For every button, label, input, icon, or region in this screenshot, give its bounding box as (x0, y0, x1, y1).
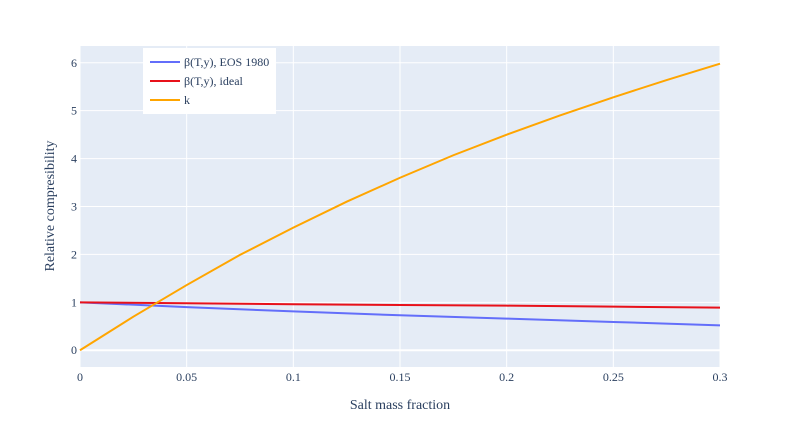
x-axis-ticks: 0 0.05 0.1 0.15 0.2 0.25 0.3 (77, 370, 728, 384)
x-tick-label: 0.3 (713, 370, 728, 384)
series-line-2 (79, 301, 721, 309)
legend-label-1: β(T,y), EOS 1980 (184, 55, 269, 69)
legend-label-2: β(T,y), ideal (184, 74, 244, 88)
y-tick-label: 5 (71, 104, 77, 118)
x-tick-label: 0.25 (603, 370, 624, 384)
legend: β(T,y), EOS 1980 β(T,y), ideal k (143, 48, 276, 114)
y-axis-ticks: 0 1 2 3 4 5 6 (71, 56, 77, 357)
x-tick-label: 0 (77, 370, 83, 384)
y-tick-label: 1 (71, 295, 77, 309)
y-tick-label: 4 (71, 152, 77, 166)
y-tick-label: 2 (71, 247, 77, 261)
y-tick-label: 0 (71, 343, 77, 357)
series-line-3 (79, 62, 721, 352)
x-tick-label: 0.15 (390, 370, 411, 384)
series-line-1 (79, 301, 721, 327)
y-axis-title: Relative compresibility (43, 140, 58, 271)
series-layer (79, 62, 721, 352)
y-tick-label: 6 (71, 56, 77, 70)
y-tick-label: 3 (71, 200, 77, 214)
x-tick-label: 0.2 (499, 370, 514, 384)
x-tick-label: 0.05 (176, 370, 197, 384)
legend-label-3: k (184, 93, 190, 107)
x-tick-label: 0.1 (286, 370, 301, 384)
x-axis-title: Salt mass fraction (350, 398, 450, 413)
